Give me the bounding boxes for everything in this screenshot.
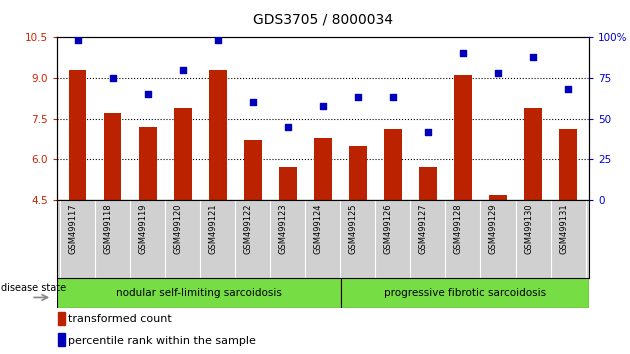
Text: progressive fibrotic sarcoidosis: progressive fibrotic sarcoidosis (384, 288, 546, 298)
Point (213, 38, 223, 43)
Point (318, 103, 328, 108)
Text: GSM499119: GSM499119 (139, 203, 148, 253)
Bar (559, 130, 577, 200)
Bar (59, 333, 65, 346)
Bar (314, 138, 331, 200)
Text: GSM499120: GSM499120 (174, 203, 183, 253)
Text: nodular self-limiting sarcoidosis: nodular self-limiting sarcoidosis (116, 288, 282, 298)
Point (283, 124, 293, 130)
Text: GSM499126: GSM499126 (384, 203, 393, 254)
Text: GSM499124: GSM499124 (314, 203, 323, 253)
Point (353, 95, 363, 100)
Bar (490, 195, 507, 200)
Bar (57, 278, 341, 308)
Text: GSM499122: GSM499122 (244, 203, 253, 253)
Point (528, 54, 538, 59)
Point (108, 75, 118, 81)
Text: percentile rank within the sample: percentile rank within the sample (68, 336, 256, 346)
Text: GSM499117: GSM499117 (69, 203, 77, 254)
Bar (524, 108, 542, 200)
Point (563, 86, 573, 92)
Bar (59, 312, 65, 325)
Text: disease state: disease state (1, 284, 66, 293)
Bar (384, 130, 402, 200)
Point (248, 99, 258, 105)
Point (388, 95, 398, 100)
Text: GSM499129: GSM499129 (489, 203, 498, 253)
Point (458, 51, 468, 56)
Text: GSM499125: GSM499125 (349, 203, 358, 253)
Text: GSM499123: GSM499123 (279, 203, 288, 254)
Bar (349, 146, 367, 200)
Text: GSM499128: GSM499128 (454, 203, 463, 254)
Text: GSM499131: GSM499131 (559, 203, 568, 254)
Bar (104, 113, 122, 200)
Text: GSM499130: GSM499130 (524, 203, 533, 254)
Bar (209, 70, 227, 200)
Text: GDS3705 / 8000034: GDS3705 / 8000034 (253, 12, 393, 27)
Bar (454, 75, 472, 200)
Bar (69, 70, 86, 200)
Text: GSM499118: GSM499118 (104, 203, 113, 254)
Point (423, 129, 433, 135)
Bar (244, 140, 261, 200)
Text: GSM499127: GSM499127 (419, 203, 428, 254)
Point (143, 91, 153, 97)
Point (493, 70, 503, 76)
Text: transformed count: transformed count (68, 314, 172, 325)
Text: GSM499121: GSM499121 (209, 203, 218, 253)
Bar (139, 127, 156, 200)
Bar (341, 278, 589, 308)
Point (72, 38, 83, 43)
Bar (279, 167, 297, 200)
Point (178, 67, 188, 73)
Bar (174, 108, 192, 200)
Bar (419, 167, 437, 200)
